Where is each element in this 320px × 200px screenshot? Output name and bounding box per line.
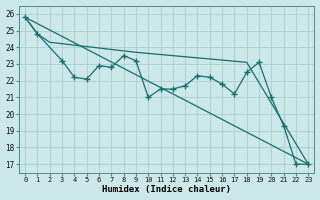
X-axis label: Humidex (Indice chaleur): Humidex (Indice chaleur) [102,185,231,194]
